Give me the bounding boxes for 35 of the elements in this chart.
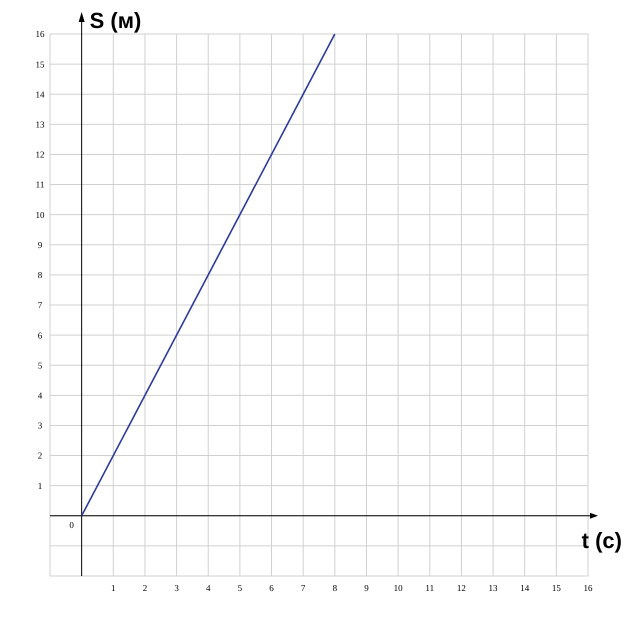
y-tick-label: 10: [36, 210, 45, 220]
x-tick-label: 11: [425, 583, 434, 593]
y-tick-label: 3: [38, 420, 43, 431]
x-tick-label: 8: [332, 583, 338, 593]
x-tick-label: 4: [206, 583, 211, 593]
y-axis-title: S (м): [90, 8, 142, 33]
y-tick-label: 6: [38, 330, 43, 340]
x-tick-label: 9: [364, 583, 370, 593]
x-tick-label: 1: [111, 583, 116, 593]
y-tick-label: 8: [38, 270, 43, 280]
annotation: 0: [69, 520, 74, 530]
y-tick-label: 5: [38, 360, 43, 370]
x-tick-label: 14: [520, 583, 530, 593]
y-tick-label: 12: [36, 150, 44, 160]
x-tick-label: 5: [238, 583, 243, 593]
x-tick-label: 16: [584, 583, 593, 593]
x-tick-label: 12: [456, 583, 466, 593]
x-tick-label: 13: [488, 583, 498, 593]
y-tick-label: 16: [36, 29, 45, 40]
y-tick-label: 1: [38, 480, 42, 491]
y-tick-label: 9: [38, 240, 43, 250]
x-tick-label: 6: [269, 583, 274, 593]
x-tick-label: 2: [142, 583, 148, 593]
y-tick-label: 11: [36, 180, 44, 190]
y-tick-label: 13: [36, 119, 45, 130]
x-tick-label: 7: [300, 583, 306, 593]
y-tick-label: 2: [38, 450, 42, 461]
x-tick-label: 10: [394, 583, 404, 593]
x-axis-title: t (c): [582, 528, 622, 553]
y-tick-label: 7: [38, 300, 43, 310]
y-tick-label: 14: [36, 89, 45, 100]
x-tick-label: 15: [552, 583, 562, 593]
x-tick-label: 3: [174, 583, 180, 593]
y-tick-label: 15: [36, 59, 45, 70]
y-tick-label: 4: [38, 390, 43, 400]
